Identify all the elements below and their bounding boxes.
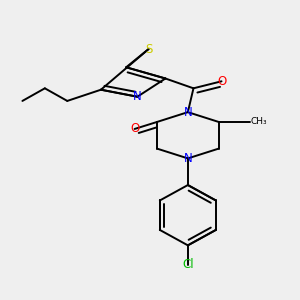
Text: N: N	[133, 90, 142, 103]
Text: O: O	[217, 75, 226, 88]
Text: Cl: Cl	[182, 259, 194, 272]
Text: N: N	[184, 152, 192, 165]
Text: S: S	[145, 43, 152, 56]
Text: CH₃: CH₃	[251, 118, 268, 127]
Text: N: N	[184, 106, 192, 118]
Text: O: O	[130, 122, 139, 136]
